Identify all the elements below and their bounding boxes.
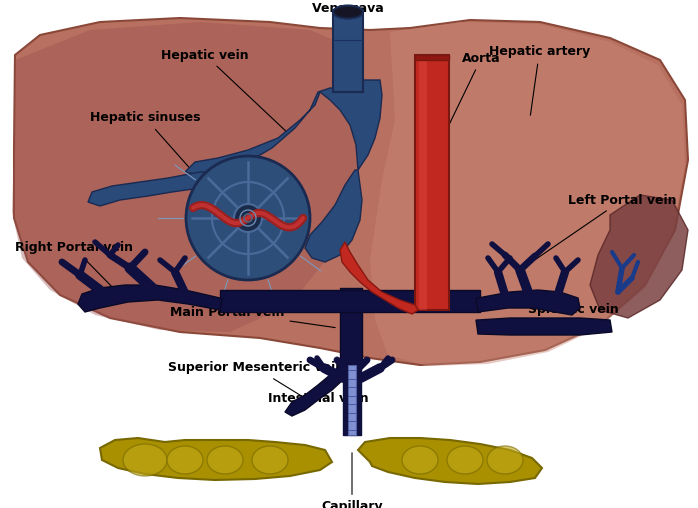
Ellipse shape [207, 446, 243, 474]
Ellipse shape [402, 446, 438, 474]
Ellipse shape [487, 446, 523, 474]
Text: Hepatic artery: Hepatic artery [489, 46, 590, 115]
Ellipse shape [333, 6, 363, 18]
Ellipse shape [252, 446, 288, 474]
Text: Right Portal vein: Right Portal vein [15, 241, 133, 293]
Polygon shape [78, 285, 222, 312]
Text: Hepatic vein: Hepatic vein [161, 48, 288, 133]
Bar [220, 290, 480, 312]
Ellipse shape [447, 446, 483, 474]
Text: Vena cava: Vena cava [312, 2, 384, 15]
Bar [340, 288, 362, 365]
Text: Aorta: Aorta [433, 51, 500, 157]
Polygon shape [100, 438, 332, 480]
Bar [415, 55, 449, 310]
Polygon shape [285, 365, 352, 416]
Text: Left Portal vein: Left Portal vein [522, 194, 676, 268]
Text: Capillary: Capillary [321, 453, 383, 508]
Polygon shape [14, 18, 688, 365]
Ellipse shape [123, 444, 167, 476]
Circle shape [234, 204, 262, 232]
Text: Hepatic sinuses: Hepatic sinuses [90, 111, 216, 198]
Polygon shape [340, 242, 418, 314]
Circle shape [186, 156, 310, 280]
Polygon shape [12, 22, 365, 332]
Bar [333, 10, 363, 92]
Polygon shape [476, 318, 612, 335]
Text: Splentic vein: Splentic vein [528, 303, 618, 327]
Polygon shape [88, 172, 215, 206]
Polygon shape [358, 438, 542, 484]
Bar [415, 55, 449, 60]
Polygon shape [185, 80, 382, 175]
Text: Main Portal vein: Main Portal vein [170, 305, 335, 328]
Polygon shape [590, 195, 688, 318]
Bar [348, 365, 356, 435]
Text: Superior Mesenteric vein: Superior Mesenteric vein [168, 362, 344, 399]
Polygon shape [370, 22, 685, 366]
Polygon shape [305, 170, 362, 262]
Polygon shape [476, 290, 580, 315]
Bar [419, 55, 427, 310]
Ellipse shape [167, 446, 203, 474]
Text: Intestinal vein: Intestinal vein [268, 392, 369, 408]
